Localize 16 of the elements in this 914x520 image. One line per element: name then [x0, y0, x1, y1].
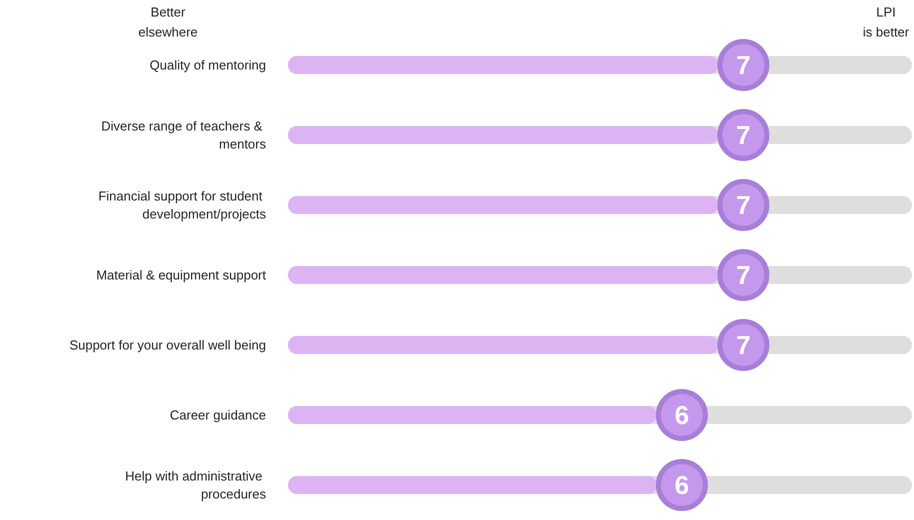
data-label: 6: [674, 470, 690, 500]
data-label: 7: [736, 190, 751, 220]
text: LPI is better: [862, 4, 910, 40]
y-tick-label: Help with administrative procedures: [125, 468, 266, 502]
data-label: 6: [674, 400, 690, 430]
text: Better elsewhere: [138, 4, 198, 40]
y-tick-label: Material & equipment support: [96, 268, 266, 282]
y-tick-label: Financial support for student development/projects: [98, 188, 266, 222]
y-tick-label: Support for your overall well being: [69, 338, 266, 352]
data-label: 7: [736, 50, 751, 80]
y-tick-label: Quality of mentoring: [150, 58, 266, 72]
y-tick-label: Career guidance: [170, 408, 266, 422]
data-label: 7: [736, 260, 751, 290]
data-label: 7: [736, 120, 751, 150]
y-tick-label: Diverse range of teachers & mentors: [101, 118, 266, 152]
data-label: 7: [736, 330, 751, 360]
